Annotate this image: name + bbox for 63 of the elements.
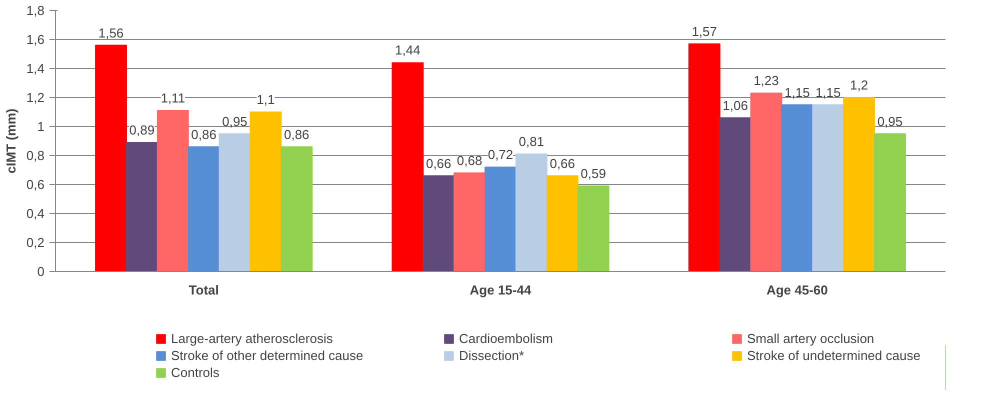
bar bbox=[484, 166, 516, 272]
data-label: 0,66 bbox=[550, 156, 576, 171]
x-tick-label: Total bbox=[188, 282, 219, 298]
y-tick-label: 0,8 bbox=[26, 148, 45, 163]
bar bbox=[843, 97, 876, 272]
legend-label: Large-artery atherosclerosis bbox=[171, 331, 334, 346]
y-tick-label: 0,6 bbox=[26, 177, 45, 192]
bar bbox=[812, 104, 844, 272]
bar bbox=[392, 62, 424, 272]
data-label: 1,44 bbox=[395, 42, 420, 58]
y-tick-label: 1,6 bbox=[26, 32, 45, 47]
data-label: 0,66 bbox=[426, 156, 452, 171]
bar bbox=[781, 104, 814, 272]
data-label: 0,72 bbox=[488, 147, 514, 162]
data-label: 0,95 bbox=[877, 114, 903, 129]
y-tick-label: 0,4 bbox=[26, 206, 45, 221]
y-tick-label: 1,8 bbox=[26, 3, 45, 18]
bar bbox=[719, 117, 752, 272]
legend-label: Stroke of other determined cause bbox=[171, 348, 364, 363]
legend-label: Cardioembolism bbox=[459, 331, 554, 346]
bar bbox=[546, 175, 578, 272]
data-label: 1,1 bbox=[256, 92, 275, 107]
data-label: 1,57 bbox=[692, 24, 718, 39]
legend-label: Controls bbox=[171, 365, 220, 380]
bar bbox=[515, 154, 548, 272]
data-label: 1,11 bbox=[160, 90, 186, 106]
data-label: 0,86 bbox=[191, 126, 216, 142]
legend-label: Stroke of undetermined cause bbox=[747, 348, 922, 363]
x-tick-label: Age 15-44 bbox=[470, 282, 532, 298]
y-tick-label: 0 bbox=[37, 264, 45, 279]
bar bbox=[218, 133, 251, 272]
bar bbox=[750, 92, 782, 272]
bar bbox=[126, 142, 158, 272]
data-label: 0,68 bbox=[456, 152, 482, 168]
bar bbox=[577, 185, 610, 272]
y-tick-label: 1,2 bbox=[26, 90, 45, 105]
bar bbox=[156, 110, 189, 272]
data-label: 0,86 bbox=[284, 126, 310, 142]
legend-label: Small artery occlusion bbox=[747, 331, 876, 346]
data-label: 1,15 bbox=[815, 84, 841, 100]
data-label: 1,56 bbox=[98, 25, 124, 40]
bar bbox=[454, 172, 486, 272]
bar bbox=[250, 112, 282, 272]
y-axis-title: cIMT (mm) bbox=[3, 108, 18, 174]
bar bbox=[188, 146, 220, 272]
y-tick-label: 1 bbox=[37, 119, 45, 134]
bar bbox=[688, 43, 720, 272]
y-tick-label: 1,4 bbox=[26, 61, 45, 76]
data-label: 1,15 bbox=[784, 84, 810, 100]
data-label: 0,95 bbox=[222, 114, 248, 129]
data-label: 1,2 bbox=[850, 78, 868, 92]
bar bbox=[422, 175, 455, 272]
data-label: 0,59 bbox=[580, 166, 606, 181]
data-label: 1,23 bbox=[754, 73, 779, 88]
bar bbox=[874, 133, 906, 272]
bar bbox=[95, 44, 127, 272]
data-label: 0,89 bbox=[129, 122, 155, 138]
bar bbox=[280, 146, 313, 272]
x-tick-label: Age 45-60 bbox=[766, 282, 828, 298]
y-tick-label: 0,2 bbox=[26, 235, 45, 250]
legend-label: Dissection* bbox=[459, 348, 526, 363]
data-label: 1,06 bbox=[722, 98, 748, 113]
data-label: 0,81 bbox=[518, 134, 544, 150]
